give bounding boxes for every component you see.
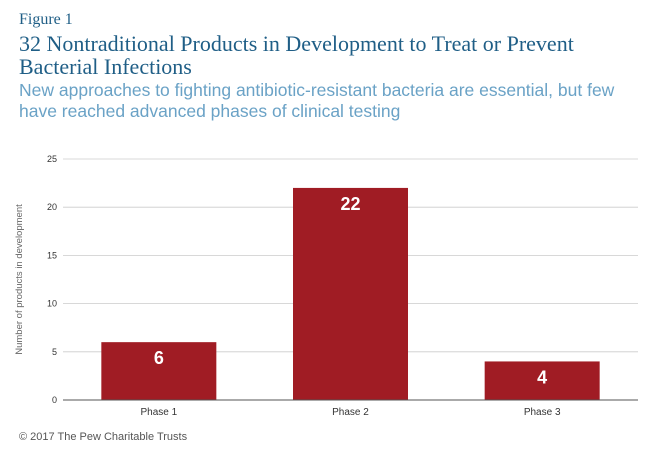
y-tick-label: 20 — [47, 202, 57, 212]
y-tick-label: 10 — [47, 299, 57, 309]
x-tick-label: Phase 1 — [140, 407, 177, 418]
bar — [484, 361, 600, 400]
y-tick-label: 0 — [52, 395, 57, 405]
bar — [101, 342, 217, 400]
y-tick-label: 25 — [47, 154, 57, 164]
chart-subtitle: New approaches to fighting antibiotic-re… — [19, 80, 615, 121]
data-label: 6 — [154, 348, 164, 368]
copyright-footer: © 2017 The Pew Charitable Trusts — [19, 431, 188, 443]
y-axis-label: Number of products in development — [14, 204, 25, 355]
data-label: 22 — [340, 194, 360, 214]
x-tick-label: Phase 3 — [524, 407, 561, 418]
y-tick-label: 15 — [47, 250, 57, 260]
x-tick-label: Phase 2 — [332, 407, 369, 418]
data-label: 4 — [537, 367, 547, 387]
chart-title: 32 Nontraditional Products in Developmen… — [19, 31, 574, 79]
y-tick-label: 5 — [52, 347, 57, 357]
figure-label: Figure 1 — [19, 11, 73, 28]
bar — [293, 187, 408, 400]
